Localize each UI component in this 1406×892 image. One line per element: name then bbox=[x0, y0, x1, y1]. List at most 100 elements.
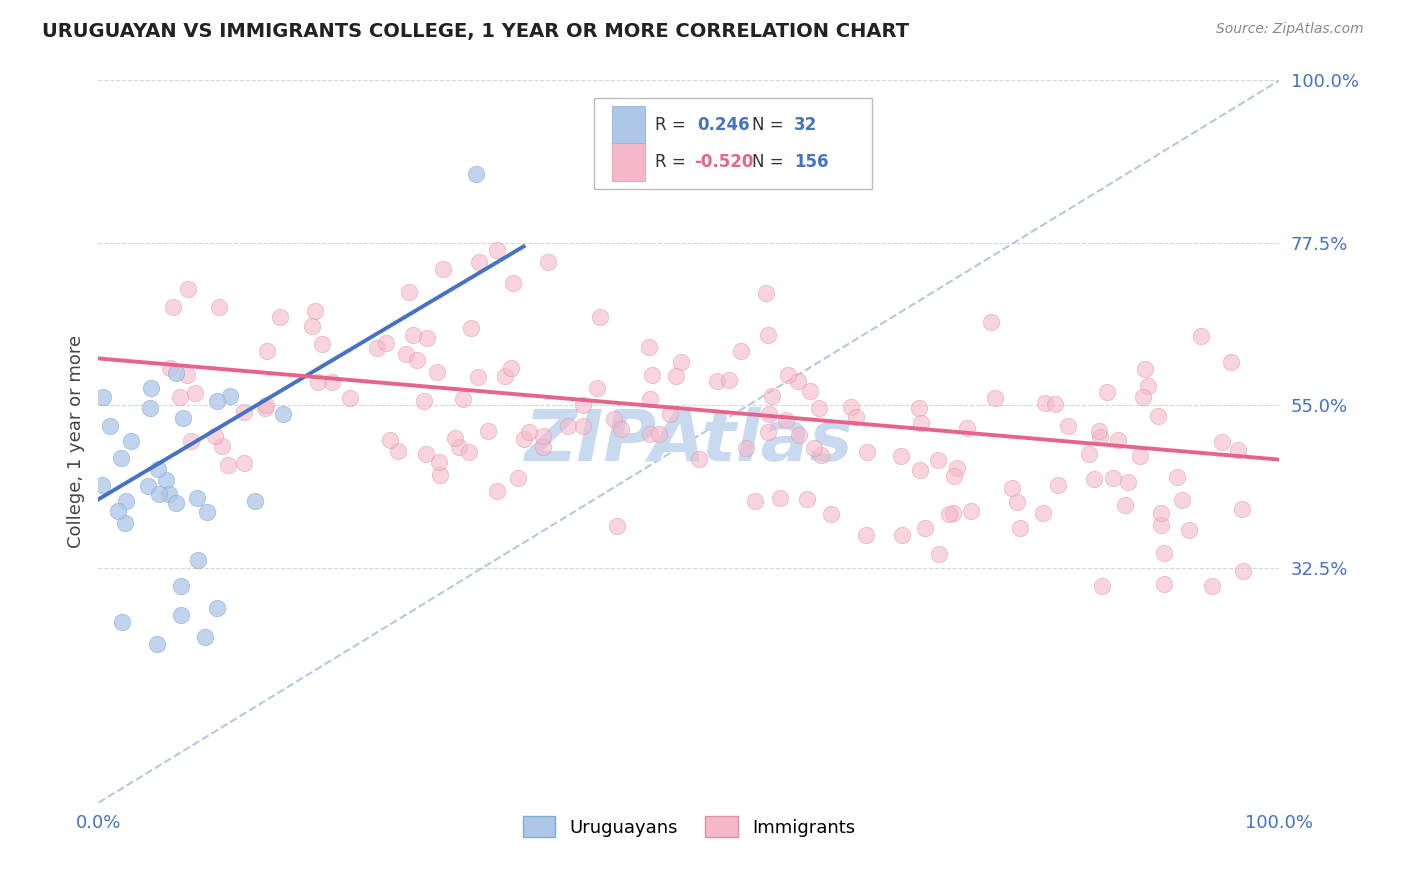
Point bbox=[1147, 409, 1170, 423]
Point bbox=[658, 407, 681, 421]
Point bbox=[465, 167, 488, 181]
Point bbox=[387, 443, 409, 458]
Point bbox=[427, 455, 450, 469]
Point bbox=[946, 461, 969, 475]
Point bbox=[339, 391, 361, 405]
Point bbox=[176, 368, 198, 382]
Point bbox=[928, 548, 950, 562]
Text: 156: 156 bbox=[794, 153, 828, 170]
Point bbox=[98, 418, 121, 433]
Text: 0.246: 0.246 bbox=[697, 116, 749, 134]
Point bbox=[956, 421, 979, 435]
Point bbox=[761, 389, 783, 403]
Point bbox=[506, 471, 529, 485]
Point bbox=[1107, 433, 1129, 447]
Point bbox=[1046, 478, 1069, 492]
Point bbox=[1007, 494, 1029, 508]
Point bbox=[395, 347, 418, 361]
Point bbox=[769, 491, 792, 505]
Point bbox=[307, 375, 329, 389]
Point bbox=[1232, 564, 1254, 578]
Point bbox=[1220, 355, 1243, 369]
Text: N =: N = bbox=[752, 153, 789, 170]
Point bbox=[110, 450, 132, 465]
Point bbox=[165, 495, 187, 509]
Point bbox=[910, 417, 932, 431]
Point bbox=[205, 393, 228, 408]
Bar bbox=[612, 143, 645, 180]
Text: N =: N = bbox=[752, 116, 789, 134]
Point bbox=[162, 301, 184, 315]
Point bbox=[146, 637, 169, 651]
Point bbox=[477, 424, 499, 438]
Point bbox=[169, 390, 191, 404]
Point bbox=[808, 401, 831, 415]
Point bbox=[735, 441, 758, 455]
Point bbox=[1083, 473, 1105, 487]
Point bbox=[187, 553, 209, 567]
Point bbox=[669, 355, 692, 369]
Point bbox=[908, 401, 931, 415]
Point bbox=[115, 494, 138, 508]
Point bbox=[141, 381, 163, 395]
Point bbox=[572, 398, 595, 412]
Point bbox=[1201, 578, 1223, 592]
Point bbox=[90, 477, 112, 491]
Point bbox=[443, 432, 465, 446]
Point bbox=[744, 494, 766, 508]
Point bbox=[758, 407, 780, 421]
Text: ZIPAtlas: ZIPAtlas bbox=[524, 407, 853, 476]
Point bbox=[755, 286, 778, 301]
Point bbox=[943, 468, 966, 483]
Point bbox=[494, 368, 516, 383]
Point bbox=[148, 487, 170, 501]
Point bbox=[638, 340, 661, 354]
Point bbox=[572, 418, 595, 433]
Point bbox=[537, 255, 560, 269]
Point bbox=[204, 429, 226, 443]
Point bbox=[688, 451, 710, 466]
Point bbox=[378, 433, 401, 447]
Point bbox=[640, 392, 662, 406]
Point bbox=[499, 361, 522, 376]
Point bbox=[233, 405, 256, 419]
Point bbox=[170, 607, 193, 622]
Point bbox=[1008, 521, 1031, 535]
Point bbox=[890, 528, 912, 542]
Point bbox=[447, 440, 470, 454]
Point bbox=[839, 400, 862, 414]
Point bbox=[304, 303, 326, 318]
Point bbox=[114, 516, 136, 530]
Point bbox=[502, 276, 524, 290]
Point bbox=[1091, 579, 1114, 593]
Point bbox=[1153, 576, 1175, 591]
Point bbox=[253, 401, 276, 416]
Point bbox=[157, 486, 180, 500]
Point bbox=[413, 394, 436, 409]
Text: Source: ZipAtlas.com: Source: ZipAtlas.com bbox=[1216, 22, 1364, 37]
Point bbox=[718, 373, 741, 387]
Point bbox=[243, 493, 266, 508]
Text: R =: R = bbox=[655, 153, 690, 170]
Point bbox=[820, 507, 842, 521]
Point bbox=[1189, 328, 1212, 343]
Point bbox=[810, 448, 832, 462]
Point bbox=[180, 434, 202, 449]
Point bbox=[165, 367, 187, 381]
Point bbox=[176, 282, 198, 296]
Point bbox=[855, 528, 877, 542]
Point bbox=[1114, 498, 1136, 512]
Point bbox=[375, 335, 398, 350]
Point bbox=[184, 386, 207, 401]
Point bbox=[908, 463, 931, 477]
Point bbox=[111, 615, 134, 630]
Point bbox=[1078, 448, 1101, 462]
Point bbox=[927, 452, 949, 467]
Point bbox=[531, 440, 554, 454]
Point bbox=[273, 407, 295, 421]
Bar bbox=[612, 106, 645, 144]
Point bbox=[136, 479, 159, 493]
Text: 32: 32 bbox=[794, 116, 817, 134]
Point bbox=[1032, 506, 1054, 520]
Point bbox=[796, 492, 818, 507]
